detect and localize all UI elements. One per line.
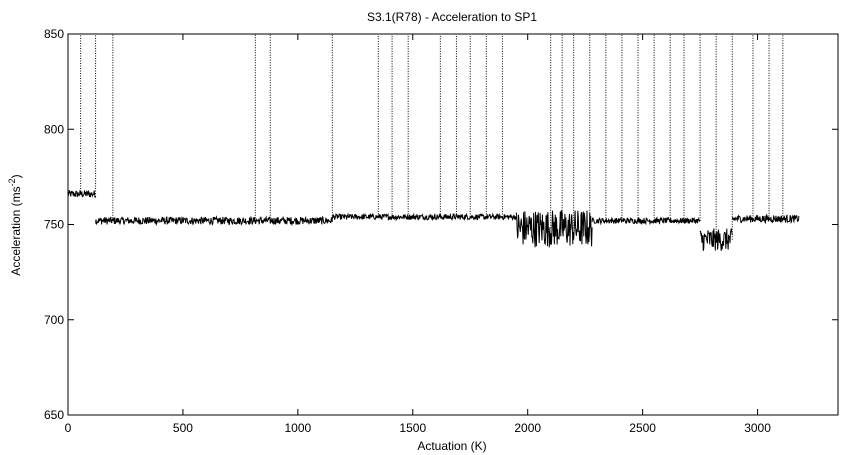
y-axis-title-superscript: -2 [7, 178, 17, 186]
baseline-segment [699, 228, 733, 251]
x-tick-label: 2000 [514, 421, 541, 435]
baseline-segment [331, 212, 517, 222]
y-tick-label: 800 [44, 122, 64, 136]
x-tick-label: 500 [173, 421, 193, 435]
y-tick-label: 650 [44, 408, 64, 422]
x-tick-label: 0 [65, 421, 72, 435]
y-axis: 650 700 750 800 850 [44, 27, 838, 422]
x-tick-label: 3000 [744, 421, 771, 435]
baseline-segment [515, 210, 593, 248]
y-tick-label: 850 [44, 27, 64, 41]
x-axis-title: Actuation (K) [417, 439, 486, 453]
x-tick-label: 2500 [629, 421, 656, 435]
y-axis-title: Acceleration (ms-2) [7, 174, 23, 275]
x-tick-label: 1500 [399, 421, 426, 435]
y-tick-label: 750 [44, 218, 64, 232]
plot-marks [67, 34, 800, 251]
chart-title: S3.1(R78) - Acceleration to SP1 [367, 10, 537, 24]
baseline-segment [731, 213, 800, 225]
baseline-segment [95, 215, 333, 227]
baseline-segment [591, 216, 701, 226]
x-tick-label: 1000 [284, 421, 311, 435]
x-axis: 0 500 1000 1500 2000 2500 3000 [65, 34, 771, 435]
y-tick-label: 700 [44, 313, 64, 327]
baseline-segment [67, 189, 97, 198]
plot-frame [67, 33, 839, 416]
y-axis-title-close: ) [9, 174, 23, 178]
y-axis-title-main: Acceleration (ms [9, 186, 23, 275]
